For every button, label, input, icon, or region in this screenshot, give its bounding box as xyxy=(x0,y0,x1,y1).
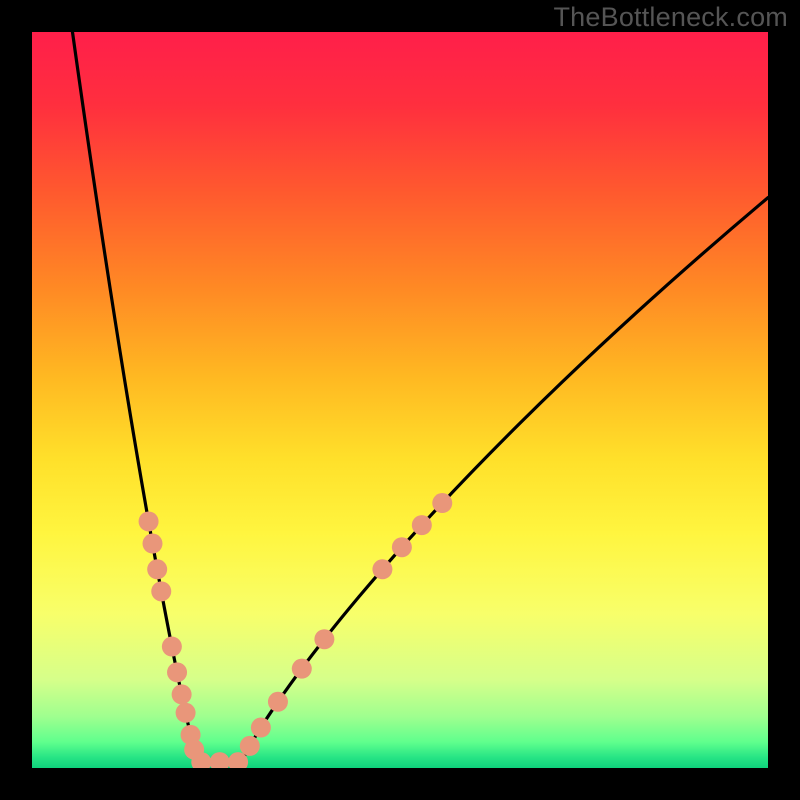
marker-right-1 xyxy=(251,718,271,738)
marker-left-1 xyxy=(143,534,163,554)
marker-left-5 xyxy=(167,662,187,682)
plot-area xyxy=(32,32,768,768)
watermark-text: TheBottleneck.com xyxy=(553,2,788,33)
plot-svg xyxy=(32,32,768,768)
marker-left-4 xyxy=(162,637,182,657)
marker-right-0 xyxy=(240,736,260,756)
marker-right-8 xyxy=(432,493,452,513)
marker-right-7 xyxy=(412,515,432,535)
marker-right-6 xyxy=(392,537,412,557)
marker-left-7 xyxy=(176,703,196,723)
marker-right-4 xyxy=(314,629,334,649)
marker-left-3 xyxy=(151,581,171,601)
chart-outer: TheBottleneck.com xyxy=(0,0,800,800)
marker-right-3 xyxy=(292,659,312,679)
marker-left-0 xyxy=(139,511,159,531)
marker-right-5 xyxy=(372,559,392,579)
marker-left-2 xyxy=(147,559,167,579)
marker-left-6 xyxy=(172,684,192,704)
marker-right-2 xyxy=(268,692,288,712)
gradient-background xyxy=(32,32,768,768)
